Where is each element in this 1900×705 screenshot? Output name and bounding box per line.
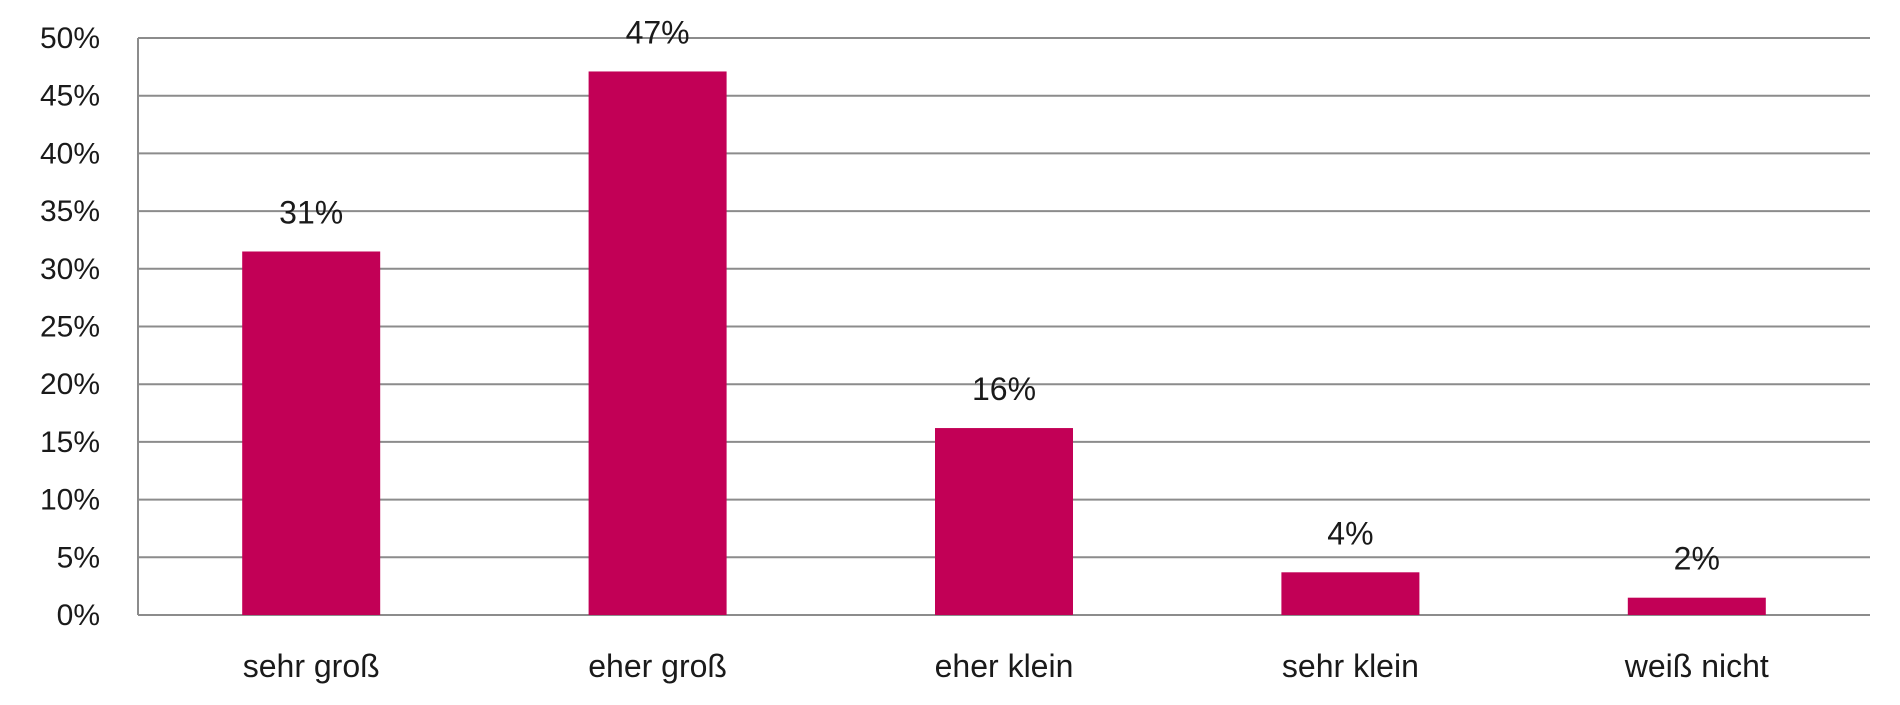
category-label: eher groß [588,648,727,684]
y-tick-label: 25% [40,311,100,344]
category-labels: sehr groß eher groß eher klein sehr klein we… [243,648,1769,684]
y-tick-label: 30% [40,253,100,286]
y-tick-label: 45% [40,80,100,113]
category-label: sehr groß [243,648,380,684]
category-label: sehr klein [1282,648,1419,684]
category-label: eher klein [935,648,1074,684]
y-tick-label: 35% [40,195,100,228]
bar-value-label: 31% [279,194,343,230]
bars [242,71,1766,616]
bar [935,428,1073,615]
y-tick-label: 40% [40,137,100,170]
bar [242,251,381,616]
y-tick-label: 0% [57,599,100,632]
bar [1281,572,1420,615]
bar [1627,597,1766,615]
bar-value-label: 2% [1674,541,1720,577]
bar-value-label: 4% [1327,515,1373,551]
y-tick-label: 20% [40,368,100,401]
y-axis-ticks: 0% 5% 10% 15% 20% 25% 30% 35% 40% 45% 50% [40,22,100,632]
y-tick-label: 50% [40,22,100,55]
grid-layer [137,37,1870,616]
bar [588,71,727,615]
bar-value-label: 47% [626,14,690,50]
category-label: weiß nicht [1624,648,1769,684]
data-labels: 31% 47% 16% 4% 2% [279,14,1720,576]
y-tick-label: 15% [40,426,100,459]
bar-value-label: 16% [972,371,1036,407]
y-tick-label: 5% [57,541,100,574]
y-tick-label: 10% [40,484,100,517]
